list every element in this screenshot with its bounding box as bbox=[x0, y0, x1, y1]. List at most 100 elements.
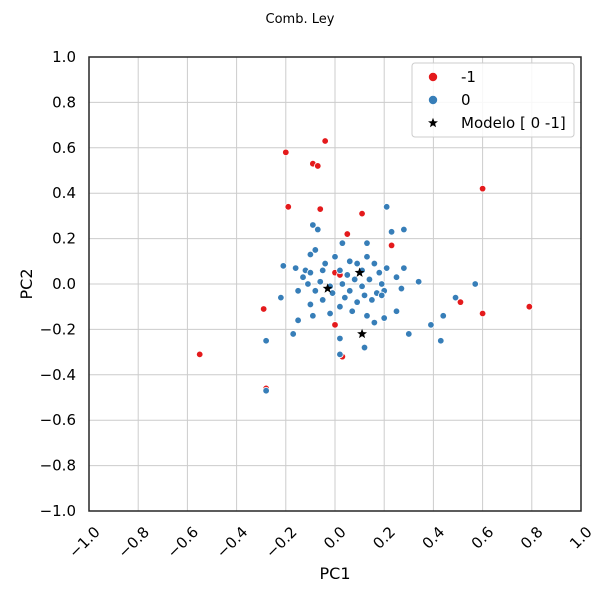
model-star-point bbox=[357, 328, 368, 339]
scatter-point bbox=[316, 205, 324, 213]
scatter-point bbox=[338, 239, 347, 247]
scatter-point bbox=[306, 250, 315, 259]
y-axis-label: PC2 bbox=[17, 269, 36, 300]
y-tick-label: −0.4 bbox=[40, 366, 76, 384]
scatter-point bbox=[259, 305, 268, 313]
scatter-point bbox=[358, 282, 366, 290]
scatter-point bbox=[382, 203, 391, 211]
scatter-point bbox=[336, 334, 344, 343]
scatter-point bbox=[414, 278, 423, 286]
scatter-point bbox=[363, 239, 371, 247]
scatter-point bbox=[350, 275, 359, 284]
scatter-point bbox=[309, 312, 317, 320]
x-tick-label: 0.4 bbox=[419, 523, 449, 553]
legend-label: -1 bbox=[461, 68, 476, 86]
scatter-point bbox=[331, 321, 339, 329]
scatter-point bbox=[382, 264, 391, 272]
scatter-point bbox=[311, 246, 320, 254]
model-star-point bbox=[354, 267, 365, 277]
scatter-point bbox=[427, 321, 435, 329]
legend-label: 0 bbox=[461, 91, 471, 109]
scatter-point bbox=[289, 330, 297, 338]
y-tick-label: −0.6 bbox=[40, 411, 76, 429]
chart-title: Comb. Ley bbox=[266, 12, 335, 27]
scatter-point bbox=[380, 314, 388, 322]
y-tick-label: −0.8 bbox=[40, 457, 76, 475]
scatter-point bbox=[319, 266, 327, 275]
y-tick-label: 0.4 bbox=[52, 184, 76, 202]
scatter-point bbox=[370, 318, 379, 327]
scatter-point bbox=[311, 287, 320, 295]
legend-label: Modelo [ 0 -1] bbox=[461, 114, 566, 132]
scatter-point bbox=[360, 343, 369, 352]
scatter-point bbox=[370, 259, 379, 268]
x-axis-label: PC1 bbox=[320, 564, 351, 583]
scatter-point bbox=[397, 284, 406, 293]
scatter-point bbox=[478, 309, 487, 318]
scatter-point bbox=[336, 266, 344, 275]
y-tick-label: 0.8 bbox=[52, 93, 76, 111]
scatter-point bbox=[291, 264, 300, 272]
y-tick-label: 1.0 bbox=[52, 48, 76, 66]
legend: -1 0 Modelo [ 0 -1] bbox=[411, 62, 575, 138]
scatter-point bbox=[195, 350, 204, 359]
scatter-point bbox=[405, 330, 413, 338]
scatter-point bbox=[328, 289, 337, 297]
scatter-point bbox=[392, 273, 401, 281]
scatter-point bbox=[378, 291, 386, 300]
scatter-point bbox=[378, 280, 386, 288]
scatter-point bbox=[299, 273, 307, 281]
scatter-point bbox=[314, 162, 322, 170]
scatter-point bbox=[343, 230, 351, 238]
x-tick-label: −1.0 bbox=[65, 523, 103, 561]
scatter-point bbox=[336, 350, 344, 359]
x-tick-label: −0.6 bbox=[164, 523, 202, 561]
scatter-point bbox=[277, 293, 285, 302]
y-tick-label: 0.0 bbox=[52, 275, 76, 293]
scatter-point bbox=[400, 225, 408, 234]
scatter-point bbox=[346, 287, 354, 295]
scatter-point bbox=[306, 268, 315, 277]
scatter-point bbox=[358, 209, 366, 218]
scatter-point bbox=[353, 259, 361, 268]
scatter-point bbox=[279, 262, 288, 270]
scatter-point bbox=[282, 148, 290, 157]
grid bbox=[89, 57, 581, 511]
scatter-point bbox=[451, 293, 460, 302]
y-tick-label: 0.6 bbox=[52, 139, 76, 157]
scatter-point bbox=[387, 241, 396, 250]
y-tick-label: −0.2 bbox=[40, 320, 76, 338]
y-tick-label: −1.0 bbox=[40, 502, 76, 520]
scatter-point bbox=[400, 264, 408, 272]
scatter-point bbox=[309, 221, 317, 229]
scatter-point bbox=[368, 296, 376, 304]
scatter-point bbox=[363, 312, 371, 320]
scatter-point bbox=[353, 298, 361, 306]
scatter-point bbox=[262, 386, 270, 395]
scatter-point bbox=[456, 298, 465, 306]
scatter-point bbox=[387, 228, 396, 236]
scatter-point bbox=[321, 259, 329, 268]
data-points bbox=[195, 137, 534, 395]
y-tick-label: 0.2 bbox=[52, 230, 76, 248]
scatter-point bbox=[306, 300, 315, 309]
scatter-point bbox=[346, 257, 354, 265]
x-tick-label: −0.4 bbox=[213, 523, 251, 561]
x-tick-label: 1.0 bbox=[566, 523, 596, 553]
x-tick-label: 0.6 bbox=[468, 523, 498, 553]
scatter-point bbox=[365, 275, 374, 284]
scatter-point bbox=[321, 137, 329, 145]
scatter-point bbox=[304, 280, 312, 288]
scatter-point bbox=[294, 287, 302, 295]
x-tick-label: 0.8 bbox=[517, 523, 547, 553]
scatter-point bbox=[326, 309, 334, 318]
x-tick-label: 0.2 bbox=[369, 523, 399, 553]
scatter-point bbox=[439, 312, 447, 320]
scatter-point bbox=[331, 253, 339, 261]
legend-star-marker bbox=[428, 117, 438, 128]
scatter-point bbox=[471, 280, 479, 288]
scatter-point bbox=[316, 278, 324, 286]
scatter-point bbox=[360, 291, 369, 300]
scatter-point bbox=[314, 225, 322, 234]
scatter-point bbox=[375, 268, 383, 277]
